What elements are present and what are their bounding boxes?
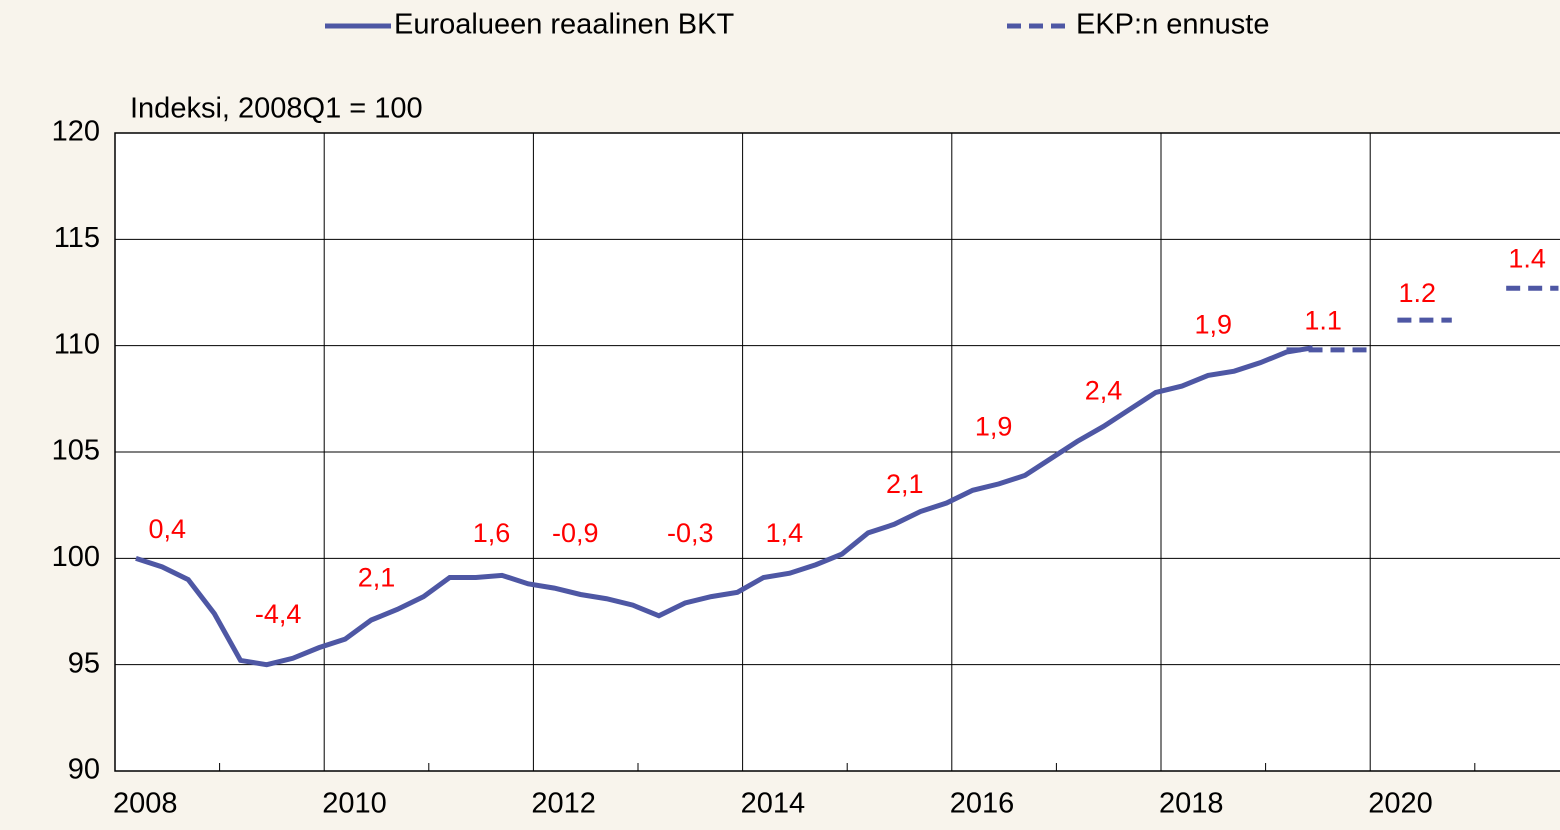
x-tick-label: 2012 [531,788,596,820]
y-tick-label: 100 [52,541,100,573]
annotation: 1.1 [1304,305,1342,335]
x-tick-label: 2010 [322,788,387,820]
series-line [135,345,1314,668]
y-tick-label: 95 [68,647,100,679]
y-tick-label: 90 [68,754,100,786]
series-line [1286,285,1559,353]
annotation: -4,4 [255,599,302,629]
y-tick-label: 110 [54,328,100,360]
y-tick-label: 105 [52,435,100,467]
legend-label: Euroalueen reaalinen BKT [394,9,734,41]
x-tick-label: 2016 [950,788,1015,820]
annotation: 2,1 [886,469,924,499]
x-tick-label: 2014 [741,788,806,820]
annotation: 1,9 [1195,310,1233,340]
annotation: 1,9 [975,412,1013,442]
x-tick-label: 2020 [1368,788,1433,820]
x-tick-label: 2008 [113,788,178,820]
annotation: 1,4 [766,518,804,548]
annotation: 2,4 [1085,376,1123,406]
x-tick-label: 2018 [1159,788,1224,820]
annotation: 1.2 [1398,278,1436,308]
y-tick-label: 120 [52,116,100,148]
y-axis-label: Indeksi, 2008Q1 = 100 [130,93,423,125]
plot-frame [114,132,1560,772]
annotation: 1.4 [1508,244,1546,274]
annotation: -0,9 [552,518,599,548]
annotation: 0,4 [149,514,187,544]
annotation: 2,1 [358,563,396,593]
annotation: -0,3 [667,518,714,548]
annotation: 1,6 [473,518,511,548]
legend-label: EKP:n ennuste [1076,9,1269,41]
y-tick-label: 115 [54,222,100,254]
